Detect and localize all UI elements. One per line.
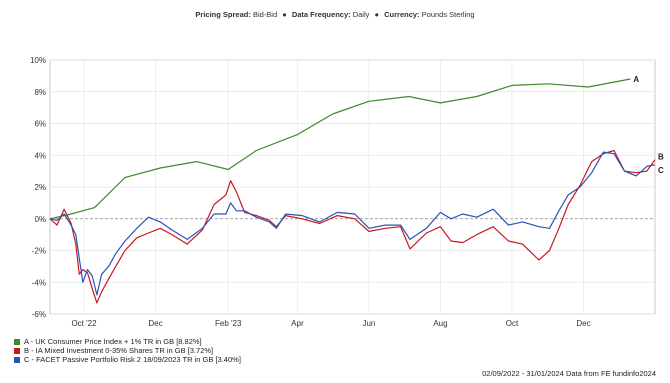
series-end-label-b: B xyxy=(658,153,664,162)
series-line-b xyxy=(49,149,656,304)
legend-label: B - IA Mixed Investment 0-35% Shares TR … xyxy=(24,346,214,355)
spread-value: Bid-Bid xyxy=(252,10,278,19)
x-tick-label: Apr xyxy=(291,319,304,328)
x-tick-label: Oct '22 xyxy=(71,319,97,328)
frequency-label: Data Frequency: xyxy=(291,10,351,19)
spread-label: Pricing Spread: xyxy=(195,10,251,19)
y-tick-label: -4% xyxy=(32,278,46,287)
chart-footer: 02/09/2022 - 31/01/2024 Data from FE fun… xyxy=(482,369,656,378)
x-tick-label: Oct xyxy=(506,319,519,328)
chart-legend: A - UK Consumer Price Index + 1% TR in G… xyxy=(14,337,241,364)
y-tick-label: -6% xyxy=(32,310,46,319)
legend-swatch xyxy=(14,356,20,363)
header-separator-1: ● xyxy=(282,10,287,19)
header-separator-2: ● xyxy=(374,10,380,19)
y-tick-label: 2% xyxy=(34,183,46,192)
legend-item-c: C - FACET Passive Portfolio Risk 2 18/09… xyxy=(14,355,241,364)
legend-swatch xyxy=(14,338,20,345)
legend-swatch xyxy=(14,347,20,354)
y-tick-label: 6% xyxy=(34,120,46,129)
y-tick-label: 10% xyxy=(30,56,46,65)
currency-value: Pounds Sterling xyxy=(421,10,475,19)
series-end-label-c: C xyxy=(658,166,664,175)
x-tick-label: Feb '23 xyxy=(215,319,242,328)
x-tick-label: Dec xyxy=(576,319,590,328)
chart-header: Pricing Spread: Bid-Bid ● Data Frequency… xyxy=(0,10,670,19)
y-tick-label: -2% xyxy=(32,247,46,256)
legend-label: C - FACET Passive Portfolio Risk 2 18/09… xyxy=(24,355,241,364)
series-end-label-a: A xyxy=(633,75,639,84)
y-tick-label: 4% xyxy=(34,151,46,160)
legend-label: A - UK Consumer Price Index + 1% TR in G… xyxy=(24,337,202,346)
y-tick-label: 8% xyxy=(34,88,46,97)
y-tick-label: 0% xyxy=(34,215,46,224)
currency-label: Currency: xyxy=(384,10,420,19)
x-tick-label: Dec xyxy=(148,319,162,328)
legend-item-b: B - IA Mixed Investment 0-35% Shares TR … xyxy=(14,346,241,355)
series-line-a xyxy=(49,78,631,220)
frequency-value: Daily xyxy=(352,10,370,19)
series-line-c xyxy=(49,151,656,296)
legend-item-a: A - UK Consumer Price Index + 1% TR in G… xyxy=(14,337,241,346)
x-tick-label: Jun xyxy=(362,319,375,328)
x-tick-label: Aug xyxy=(433,319,447,328)
